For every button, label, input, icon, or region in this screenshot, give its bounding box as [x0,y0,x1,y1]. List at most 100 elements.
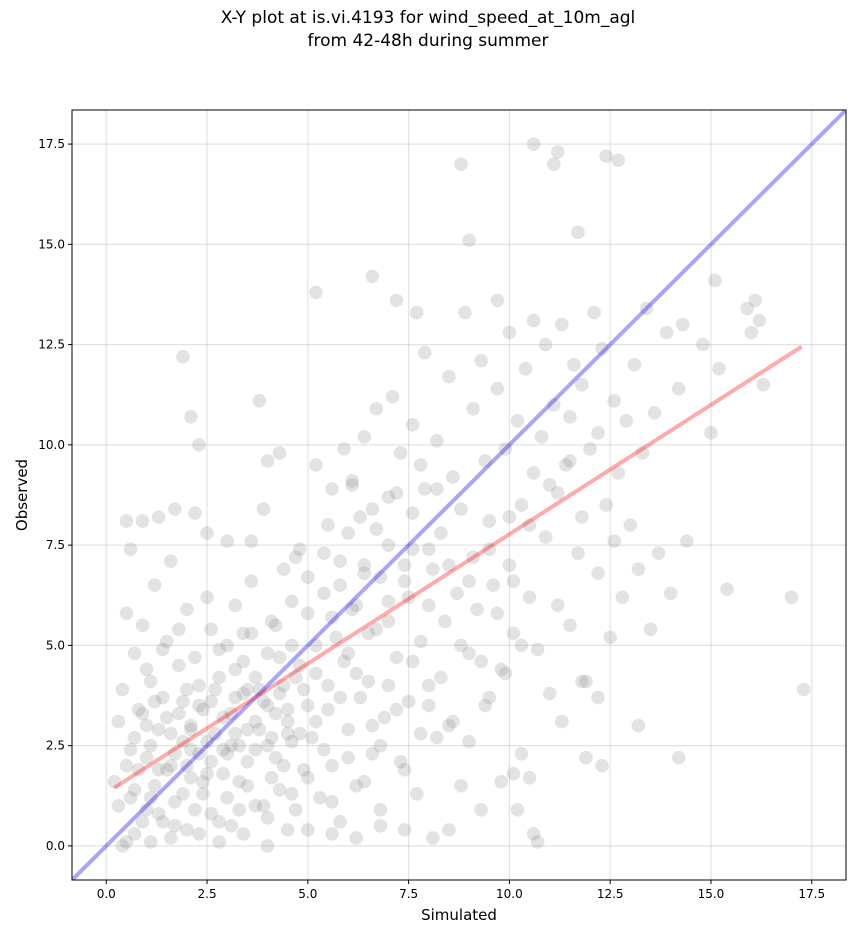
data-point [228,598,243,613]
data-point [313,790,327,805]
data-point [393,754,408,769]
data-point [679,534,694,548]
data-point [272,782,287,797]
data-point [563,409,577,424]
data-point [567,357,581,372]
x-tick-label: 2.5 [198,887,217,901]
data-point [180,682,194,697]
data-point [663,586,678,601]
data-point [405,542,420,556]
data-point [490,293,505,308]
data-point [163,554,178,568]
data-point [405,506,420,520]
data-point [430,730,444,745]
data-point [135,706,150,721]
data-point [151,510,166,524]
data-point [365,718,380,733]
data-point [107,774,122,789]
data-point [514,638,529,653]
data-point [127,730,142,745]
data-point [595,758,609,773]
data-point [659,325,674,340]
data-point [163,831,178,845]
data-point [349,778,364,793]
data-point [240,778,255,793]
data-point [329,630,343,645]
data-point [244,626,259,641]
x-tick-label: 12.5 [597,887,624,901]
data-point [421,698,436,713]
data-point [575,377,589,392]
data-point [454,638,468,653]
data-point [228,690,243,705]
data-point [643,622,658,637]
data-point [575,674,589,689]
data-point [284,594,299,609]
data-point [482,690,497,705]
data-point [345,474,359,488]
data-point [325,758,339,773]
data-point [139,662,154,677]
data-point [212,815,226,829]
data-point [357,430,372,444]
data-point [498,442,513,456]
data-point [611,466,626,480]
data-point [280,702,295,717]
data-point [309,714,323,729]
data-point [196,786,210,801]
data-point [180,823,194,837]
data-point [200,526,214,540]
data-point [591,690,605,705]
data-point [260,738,275,753]
data-point [272,686,287,701]
data-point [172,706,186,721]
data-point [220,746,235,761]
data-point [542,686,557,701]
x-tick-label: 5.0 [298,887,317,901]
data-point [345,602,359,617]
data-point [260,698,275,713]
data-point [151,762,166,777]
data-point [611,153,626,167]
data-point [127,646,142,661]
data-point [159,634,174,649]
data-point [389,486,404,500]
y-tick-label: 10.0 [38,438,65,452]
data-point [413,726,428,741]
data-point [236,654,251,669]
data-point [321,702,335,717]
data-point [228,726,243,741]
data-point [252,393,267,408]
data-point [591,566,605,581]
data-point [216,766,230,781]
y-axis-ticks: 0.0 2.5 5.0 7.5 10.0 12.5 15.0 17.5 [38,137,72,853]
data-point [176,694,190,709]
data-point [563,618,577,633]
data-point [607,534,622,548]
data-point [494,662,509,677]
data-point [639,301,654,316]
data-point [220,790,235,805]
data-point [748,293,763,308]
data-point [462,233,476,248]
data-point [276,562,291,576]
data-point [155,642,170,657]
x-tick-label: 7.5 [399,887,418,901]
data-point [123,790,138,805]
data-point [325,610,339,625]
data-point [389,650,404,665]
data-point [430,482,444,496]
data-point [280,714,295,729]
data-point [224,706,239,721]
data-point [494,774,509,789]
data-point [236,827,251,841]
reference-lines [72,110,846,880]
data-point [796,682,811,697]
data-point [147,578,162,593]
data-point [615,590,630,605]
data-point [264,730,279,745]
data-point [442,823,456,837]
data-point [510,414,525,428]
data-point [546,157,561,171]
